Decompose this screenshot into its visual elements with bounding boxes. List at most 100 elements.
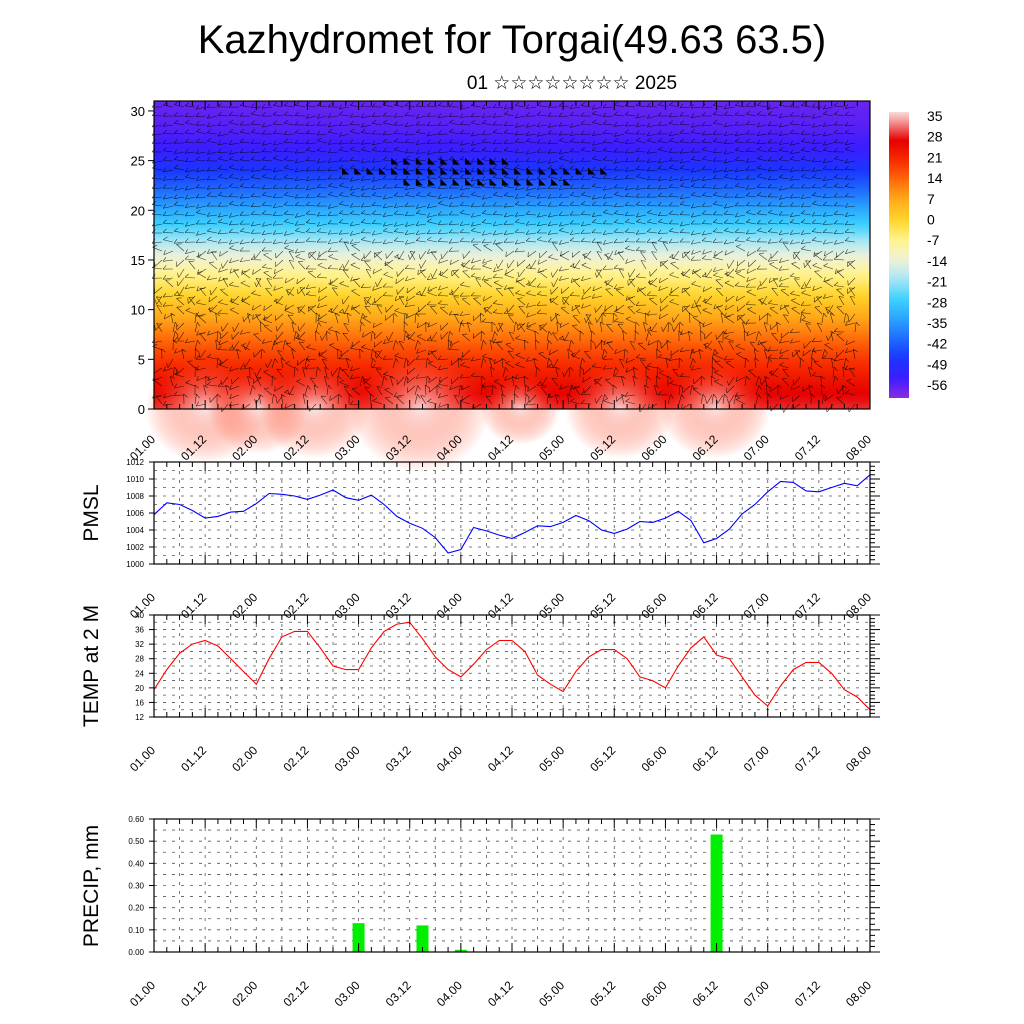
y-tick-label: 0.10 <box>128 926 144 935</box>
colorbar <box>889 112 909 398</box>
x-tick-label: 08.00 <box>843 743 874 774</box>
pennant <box>501 178 509 186</box>
pennant <box>514 167 522 175</box>
colorbar-label: -14 <box>927 253 947 269</box>
y-tick-label: 20 <box>135 684 144 693</box>
x-ticks <box>153 101 871 409</box>
pennant <box>465 157 472 165</box>
chart-title: Kazhydromet for Torgai(49.63 63.5) <box>197 18 827 62</box>
y-tick-label: 16 <box>135 698 144 707</box>
x-tick-label: 01.00 <box>127 743 158 774</box>
x-tick-label: 04.00 <box>434 978 465 1009</box>
pennant <box>477 157 485 165</box>
pennant <box>378 167 386 175</box>
x-tick-label: 07.12 <box>792 743 823 774</box>
x-tick-label: 02.00 <box>229 743 260 774</box>
pennant <box>440 178 448 186</box>
colorbar-label: -7 <box>927 232 940 248</box>
pennant <box>440 167 448 175</box>
y-axis-title: TEMP at 2 M <box>80 605 103 727</box>
pennant <box>501 157 509 165</box>
pennant <box>526 167 534 175</box>
pennant <box>477 167 485 175</box>
y-tick-label: 24 <box>135 669 144 678</box>
pennant <box>366 167 374 175</box>
colorbar-label: 35 <box>927 108 943 124</box>
pennant <box>551 178 559 186</box>
series-line <box>153 621 871 711</box>
pennant <box>415 157 423 165</box>
pennant <box>514 178 522 186</box>
x-tick-label: 03.00 <box>332 743 363 774</box>
y-tick-label: 25 <box>131 154 145 169</box>
chart-subtitle: 01 ☆☆☆☆☆☆☆☆ 2025 <box>466 73 678 94</box>
pennant <box>501 167 509 175</box>
x-tick-label: 01.12 <box>178 978 209 1009</box>
pennant <box>465 167 472 175</box>
cross-section-field <box>154 101 870 409</box>
pennant <box>563 178 571 186</box>
x-tick-label: 02.12 <box>280 743 311 774</box>
x-tick-label: 05.00 <box>536 743 567 774</box>
pennant <box>477 178 485 186</box>
x-tick-label: 03.12 <box>383 743 414 774</box>
pennant <box>575 167 583 175</box>
x-tick-label: 08.00 <box>843 978 874 1009</box>
pennant <box>465 178 472 186</box>
y-tick-label: 1006 <box>126 509 144 518</box>
y-tick-label: 20 <box>131 203 145 218</box>
y-axis-title: PRECIP, mm <box>80 825 103 947</box>
pennant <box>428 178 436 186</box>
y-axis: 12 16 20 24 28 32 36 40 <box>135 611 880 722</box>
x-tick-label: 05.12 <box>587 978 618 1009</box>
y-axis-title: PMSL <box>80 484 103 541</box>
x-tick-label: 01.00 <box>127 978 158 1009</box>
x-tick-label: 04.12 <box>485 743 516 774</box>
wind-barbs <box>151 101 860 413</box>
pennant <box>489 167 497 175</box>
x-ticks <box>153 462 871 564</box>
x-tick-label: 07.00 <box>741 743 772 774</box>
x-tick-label: 06.00 <box>638 743 669 774</box>
pennant <box>428 167 436 175</box>
x-tick-label: 06.00 <box>638 978 669 1009</box>
pennant <box>452 157 460 165</box>
colorbar-label: -56 <box>927 377 947 393</box>
pennant <box>526 178 534 186</box>
x-tick-label: 06.12 <box>690 978 721 1009</box>
colorbar-label: -35 <box>927 315 947 331</box>
y-tick-label: 0.40 <box>128 859 144 868</box>
pennant <box>489 178 497 186</box>
x-tick-label: 07.00 <box>741 978 772 1009</box>
x-tick-labels: 01.00 01.12 02.00 02.12 03.00 03.12 04.00 04.12… <box>127 590 874 621</box>
pennant <box>600 167 608 175</box>
colorbar-label: 14 <box>927 170 943 186</box>
colorbar-label: 21 <box>927 149 943 165</box>
pennant <box>538 178 546 186</box>
pennant <box>538 167 546 175</box>
y-tick-label: 5 <box>138 352 145 367</box>
colorbar-label: -42 <box>927 336 947 352</box>
precip-bar <box>710 834 723 952</box>
y-axis: 0 5 10 15 20 25 30 <box>131 104 154 417</box>
x-ticks <box>153 819 871 952</box>
pennant <box>403 178 411 186</box>
y-tick-label: 36 <box>135 626 144 635</box>
pennant <box>403 157 411 165</box>
pennant <box>563 167 571 175</box>
series-line <box>153 474 871 554</box>
pennant <box>428 157 436 165</box>
jet-pennants <box>342 157 608 186</box>
pennant <box>551 167 559 175</box>
colorbar-labels: 35 28 21 14 7 0 -7 -14 -21 -28 -35 -42 -49 -56 <box>927 108 947 393</box>
x-tick-label: 04.00 <box>434 743 465 774</box>
y-tick-label: 40 <box>135 611 144 620</box>
pennant <box>415 167 423 175</box>
x-tick-label: 02.00 <box>229 978 260 1009</box>
pennant <box>391 167 399 175</box>
grid <box>154 615 870 717</box>
x-tick-label: 07.12 <box>792 432 823 463</box>
grid <box>154 462 870 564</box>
y-tick-label: 1004 <box>126 526 144 535</box>
colorbar-label: 0 <box>927 212 935 228</box>
